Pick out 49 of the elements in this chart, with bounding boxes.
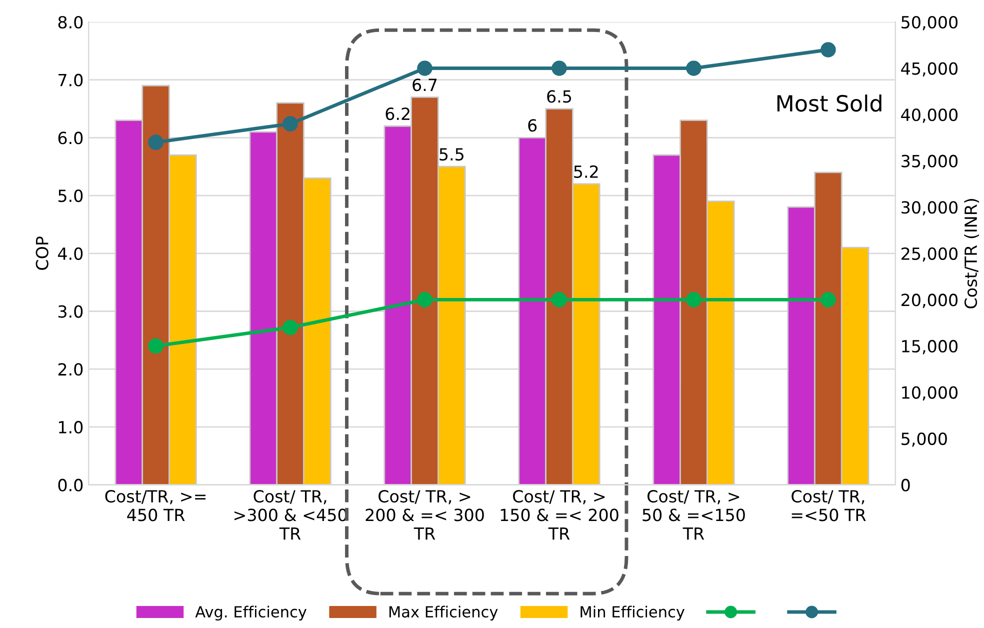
x-tick-label: Cost/ TR, > 150 & =< 200 TR bbox=[500, 490, 618, 540]
annotation: Most Sold bbox=[777, 94, 882, 112]
x-tick-label: Cost/TR, >= 450 TR bbox=[105, 490, 206, 522]
y-tick-label: 0.0 bbox=[58, 478, 83, 492]
y-tick-label: 4.0 bbox=[58, 247, 83, 260]
data-label: 6.2 bbox=[386, 108, 410, 120]
y2-axis-title: Cost/TR (INR) bbox=[964, 198, 980, 308]
legend-label: Avg. Efficiency bbox=[195, 606, 307, 621]
y2-tick-label: 25,000 bbox=[902, 247, 958, 262]
y2-tick-label: 20,000 bbox=[902, 294, 958, 308]
y2-tick-label: 30,000 bbox=[902, 201, 958, 216]
y-tick-label: 6.0 bbox=[58, 132, 83, 144]
point bbox=[552, 60, 567, 76]
x-tick-label: Cost/ TR, > 200 & =< 300 TR bbox=[366, 490, 484, 540]
data-label: 5.5 bbox=[440, 148, 464, 161]
x-tick-label: Cost/ TR, > 50 & =<150 TR bbox=[642, 490, 745, 540]
point bbox=[552, 292, 567, 308]
point bbox=[686, 60, 702, 76]
data-label: 6.7 bbox=[412, 78, 437, 92]
y2-tick-label: 35,000 bbox=[902, 154, 958, 170]
point bbox=[417, 60, 432, 76]
point bbox=[820, 42, 836, 58]
y2-tick-label: 0 bbox=[901, 478, 910, 492]
y-tick-label: 7.0 bbox=[58, 74, 83, 86]
y-tick-label: 8.0 bbox=[58, 16, 83, 29]
x-tick-label: Cost/ TR, =<50 TR bbox=[792, 490, 866, 522]
y-tick-label: 5.0 bbox=[58, 190, 83, 202]
y2-tick-label: 5,000 bbox=[902, 432, 947, 447]
y-tick-label: 3.0 bbox=[58, 305, 83, 318]
point bbox=[148, 134, 164, 150]
y2-tick-label: 15,000 bbox=[902, 340, 958, 354]
y-axis-title: COP bbox=[36, 236, 48, 270]
data-label: 6.5 bbox=[547, 90, 572, 103]
point bbox=[148, 338, 164, 354]
y2-tick-label: 10,000 bbox=[902, 386, 958, 401]
data-label: 5.2 bbox=[574, 165, 598, 178]
y2-tick-label: 45,000 bbox=[901, 62, 958, 77]
point bbox=[686, 292, 702, 308]
point bbox=[417, 292, 432, 308]
point bbox=[282, 116, 298, 132]
legend-label: Min Efficiency bbox=[580, 606, 685, 621]
y-tick-label: 1.0 bbox=[59, 420, 83, 434]
y2-tick-label: 50,000 bbox=[902, 16, 958, 30]
y2-tick-label: 40,000 bbox=[901, 108, 958, 123]
point bbox=[820, 292, 836, 308]
legend-label: Max Efficiency bbox=[389, 606, 498, 621]
data-label: 6 bbox=[528, 119, 537, 132]
y-tick-label: 2.0 bbox=[58, 363, 83, 376]
point bbox=[282, 320, 298, 336]
